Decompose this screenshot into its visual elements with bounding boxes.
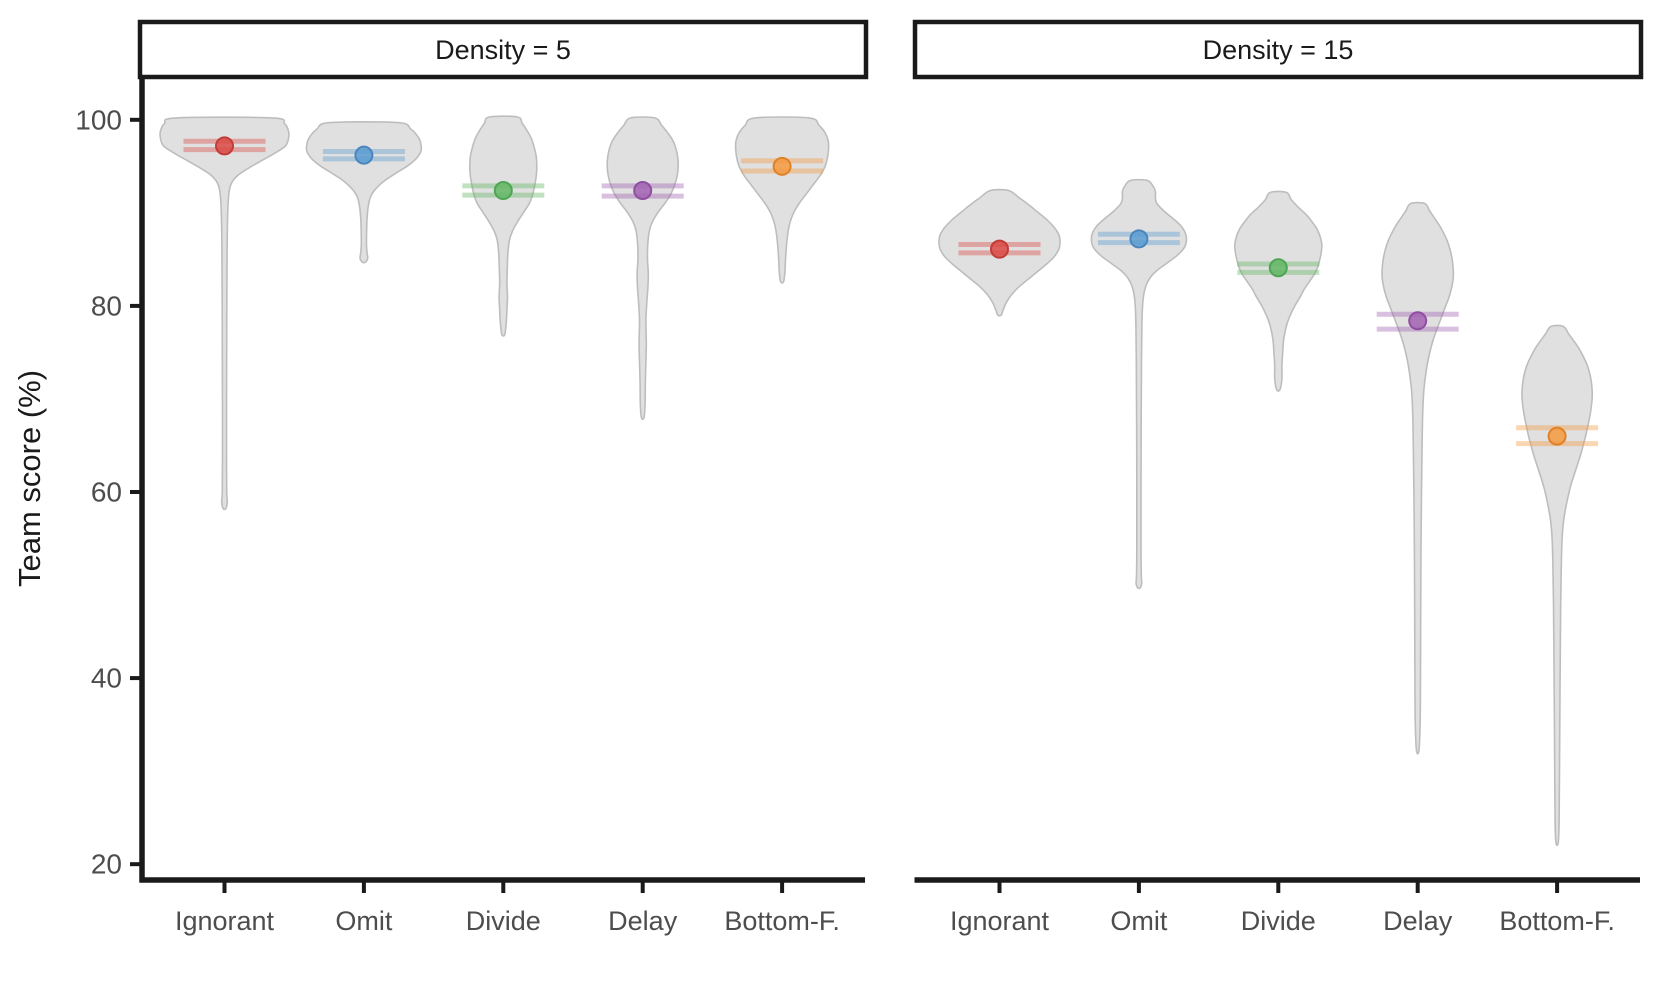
violin-density-15-delay	[1381, 201, 1455, 755]
x-tick-label: Omit	[335, 906, 392, 936]
y-tick-label: 60	[91, 476, 122, 507]
mean-point-bottom-f	[772, 156, 792, 176]
facet-strip	[912, 19, 1644, 80]
violin-density-15-bottom-f	[1521, 324, 1594, 847]
facet-strip-label: Density = 15	[1203, 35, 1354, 65]
mean-point-omit	[1129, 229, 1149, 249]
x-tick-label: Bottom-F.	[724, 906, 840, 936]
mean-point-delay	[633, 181, 653, 201]
x-tick-label: Ignorant	[175, 906, 275, 936]
x-tick-label: Delay	[608, 906, 678, 936]
violin-density-5-delay	[606, 116, 680, 421]
x-tick-label: Ignorant	[950, 906, 1050, 936]
mean-point-delay	[1408, 311, 1428, 331]
facet-strip	[137, 19, 869, 80]
y-tick-label: 20	[91, 849, 122, 880]
violin-density-5-ignorant	[159, 116, 290, 511]
y-tick-label: 40	[91, 663, 122, 694]
violin-density-5-bottom-f	[734, 116, 830, 284]
violin-density-15-omit	[1090, 178, 1188, 590]
facet-strip-label: Density = 5	[435, 35, 571, 65]
mean-point-omit	[354, 145, 374, 165]
violin-density-5-divide	[468, 115, 538, 337]
x-tick-label: Divide	[1241, 906, 1316, 936]
y-tick-label: 100	[75, 104, 122, 135]
violin-density-15-divide	[1233, 190, 1323, 392]
mean-point-ignorant	[990, 239, 1009, 259]
mean-point-divide	[493, 181, 513, 201]
mean-point-ignorant	[215, 136, 234, 156]
violin-density-5-omit	[305, 120, 423, 264]
mean-point-divide	[1268, 258, 1288, 278]
x-tick-label: Omit	[1110, 906, 1167, 936]
y-tick-label: 80	[91, 290, 122, 321]
mean-point-bottom-f	[1547, 426, 1567, 446]
x-tick-label: Divide	[466, 906, 541, 936]
x-tick-label: Delay	[1383, 906, 1453, 936]
y-axis-title: Team score (%)	[12, 370, 47, 587]
x-tick-label: Bottom-F.	[1499, 906, 1615, 936]
